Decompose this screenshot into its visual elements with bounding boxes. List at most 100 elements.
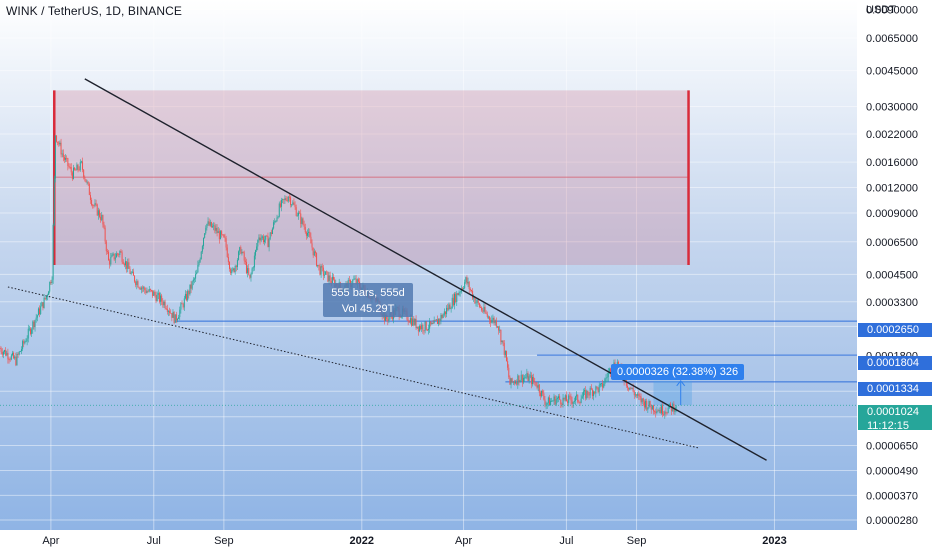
candle-body — [260, 237, 262, 241]
candle-body — [416, 326, 418, 329]
candle-body — [603, 383, 605, 388]
candle-body — [269, 232, 271, 239]
candle-body — [83, 169, 85, 178]
price-axis-label: 0.0003300 — [866, 297, 918, 309]
candle-body — [40, 306, 42, 315]
candle-body — [494, 320, 496, 324]
price-level-tag[interactable]: 0.0001804 — [867, 357, 919, 369]
candle-body — [658, 409, 660, 412]
price-axis-panel — [857, 0, 932, 550]
candle-body — [484, 306, 486, 313]
candle-body — [431, 323, 433, 325]
candle-body — [10, 355, 12, 360]
candle-body — [534, 381, 536, 383]
candle-body — [322, 267, 324, 276]
candle-body — [198, 261, 200, 265]
candle-body — [500, 329, 502, 342]
candle-body — [492, 317, 494, 320]
candle-body — [602, 383, 604, 388]
candle-body — [463, 288, 465, 289]
candle-body — [589, 387, 591, 396]
candle-body — [221, 231, 223, 235]
candle-body — [84, 177, 86, 180]
candle-body — [265, 235, 267, 240]
candle-body — [46, 295, 48, 297]
candle-body — [27, 328, 29, 339]
measure-bars-text: 555 bars, 555d — [331, 287, 405, 299]
candle-body — [578, 401, 580, 403]
candle-body — [504, 350, 506, 355]
candle-body — [110, 256, 112, 265]
candle-body — [33, 321, 35, 328]
candle-body — [28, 328, 30, 330]
candle-body — [571, 400, 573, 404]
candle-body — [139, 287, 141, 290]
candle-body — [129, 268, 131, 274]
candle-body — [77, 164, 79, 170]
candle-body — [593, 391, 595, 396]
candle-body — [58, 142, 60, 145]
candle-body — [537, 384, 539, 388]
candle-body — [600, 383, 602, 385]
candle-body — [179, 309, 181, 318]
candle-body — [587, 390, 589, 395]
candle-body — [310, 236, 312, 244]
candle-body — [302, 218, 304, 225]
candle-body — [95, 203, 97, 205]
candle-body — [5, 350, 7, 356]
candle-body — [132, 271, 134, 276]
candle-body — [137, 281, 139, 288]
candle-body — [296, 215, 298, 217]
candle-body — [507, 361, 509, 368]
candle-body — [448, 304, 450, 310]
candle-body — [74, 167, 76, 170]
candle-body — [210, 222, 212, 228]
price-axis-label: 0.0004500 — [866, 269, 918, 281]
candle-body — [558, 396, 560, 399]
candle-body — [167, 310, 169, 312]
candle-body — [287, 196, 289, 202]
price-level-tag[interactable]: 0.0001334 — [867, 383, 919, 395]
candle-body — [585, 390, 587, 399]
candle-body — [26, 338, 28, 342]
candle-body — [65, 158, 67, 160]
candle-body — [605, 377, 607, 379]
candle-body — [216, 227, 218, 234]
last-price-tag[interactable]: 0.0001024 11:12:15 — [859, 405, 932, 433]
candle-body — [671, 405, 673, 412]
candle-body — [387, 318, 389, 321]
candle-body — [276, 217, 278, 222]
candle-body — [647, 407, 649, 410]
candle-body — [461, 288, 463, 290]
candle-body — [626, 385, 628, 388]
candle-body — [208, 221, 210, 226]
candle-body — [274, 221, 276, 223]
candle-body — [633, 391, 635, 396]
candle-body — [666, 412, 668, 414]
candle-body — [172, 311, 174, 318]
candle-body — [555, 399, 557, 405]
candle-body — [667, 407, 669, 413]
candle-body — [515, 382, 517, 384]
price-level-tag[interactable]: 0.0002650 — [867, 324, 919, 336]
candle-body — [162, 301, 164, 306]
candle-body — [279, 203, 281, 207]
last-price-value: 0.0001024 — [867, 406, 919, 418]
candle-body — [409, 318, 411, 323]
candle-body — [19, 351, 21, 353]
candle-body — [607, 371, 609, 378]
candle-body — [391, 315, 393, 320]
candle-body — [522, 377, 524, 383]
candle-body — [165, 307, 167, 309]
candle-body — [426, 329, 428, 331]
price-axis-label: 0.0030000 — [866, 102, 918, 114]
candle-body — [655, 411, 657, 414]
candle-body — [54, 135, 56, 179]
price-axis-label: 0.0065000 — [866, 33, 918, 45]
candle-body — [2, 351, 4, 355]
candle-body — [650, 406, 652, 410]
candle-body — [232, 268, 234, 271]
candle-body — [295, 207, 297, 216]
